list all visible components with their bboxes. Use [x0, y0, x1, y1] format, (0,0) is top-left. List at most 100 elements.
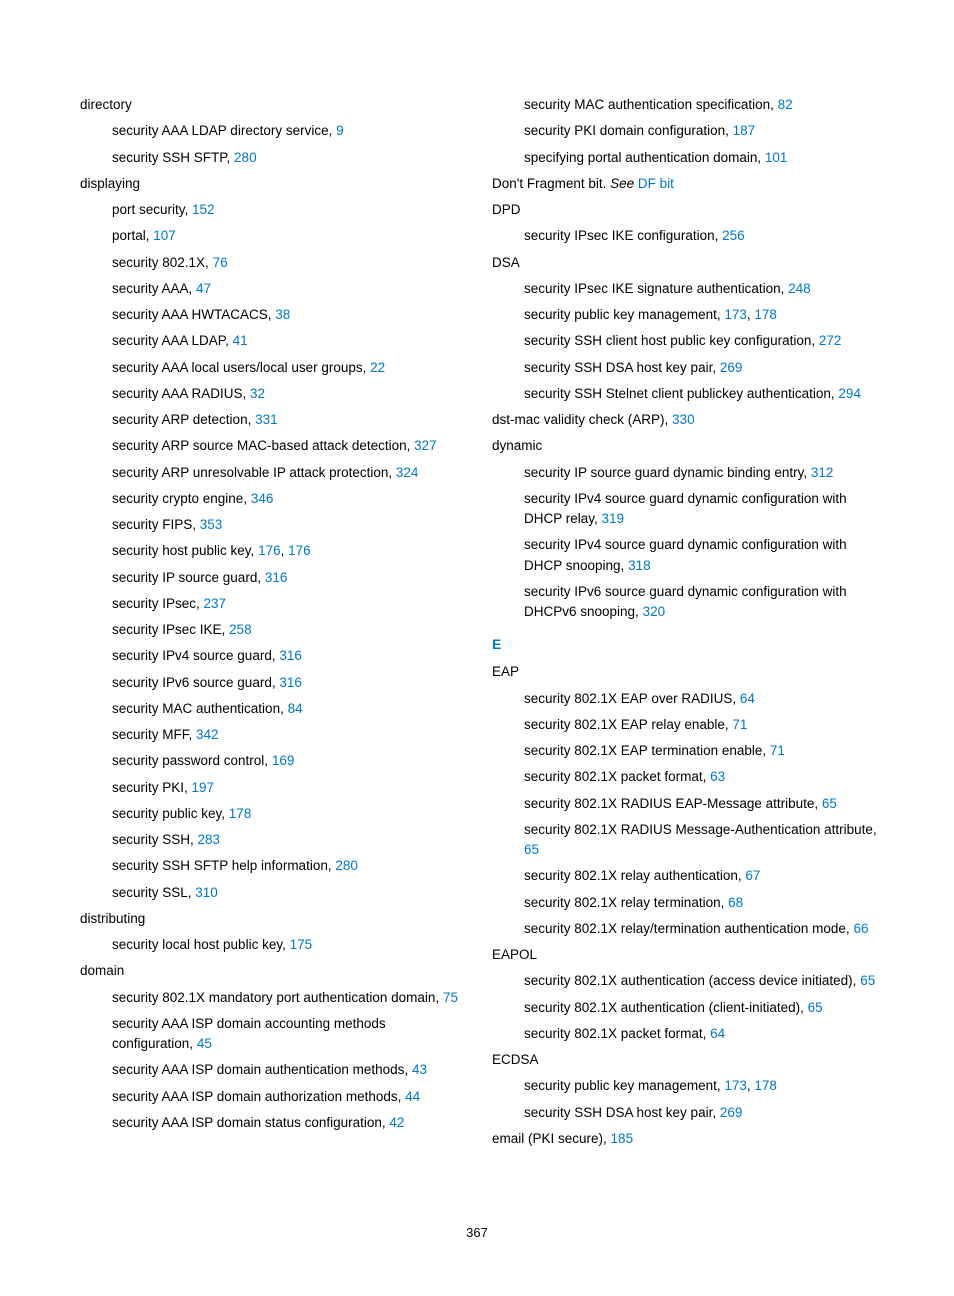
page-link[interactable]: 68 — [728, 895, 743, 910]
index-entry: security 802.1X relay authentication, 67 — [524, 866, 878, 886]
section-letter[interactable]: E — [492, 636, 878, 652]
page-link[interactable]: 197 — [192, 780, 215, 795]
cross-ref-link[interactable]: DF bit — [638, 176, 674, 191]
index-entry: security AAA ISP domain authorization me… — [112, 1087, 466, 1107]
index-entry: security SSH SFTP help information, 280 — [112, 856, 466, 876]
page-link[interactable]: 47 — [196, 281, 211, 296]
index-entry: security AAA, 47 — [112, 279, 466, 299]
page-link[interactable]: 353 — [200, 517, 223, 532]
index-entry: security SSH client host public key conf… — [524, 331, 878, 351]
page-link[interactable]: 248 — [788, 281, 811, 296]
page-link[interactable]: 42 — [389, 1115, 404, 1130]
page-link[interactable]: 319 — [602, 511, 625, 526]
page-link[interactable]: 237 — [204, 596, 227, 611]
index-entry: security 802.1X RADIUS Message-Authentic… — [524, 820, 878, 861]
page-link[interactable]: 64 — [710, 1026, 725, 1041]
page-link[interactable]: 269 — [720, 360, 743, 375]
page-link[interactable]: 63 — [710, 769, 725, 784]
page-link[interactable]: 44 — [405, 1089, 420, 1104]
page-link[interactable]: 294 — [838, 386, 861, 401]
index-entry: security PKI, 197 — [112, 778, 466, 798]
page-link[interactable]: 346 — [251, 491, 274, 506]
page-link[interactable]: 342 — [196, 727, 219, 742]
page-link[interactable]: 318 — [628, 558, 651, 573]
page-link[interactable]: 43 — [412, 1062, 427, 1077]
page-link[interactable]: 173 — [724, 1078, 747, 1093]
page-link[interactable]: 75 — [443, 990, 458, 1005]
page-link[interactable]: 173 — [724, 307, 747, 322]
page-link[interactable]: 316 — [265, 570, 288, 585]
page-link[interactable]: 316 — [279, 675, 302, 690]
page-link[interactable]: 312 — [811, 465, 834, 480]
page-link[interactable]: 280 — [234, 150, 257, 165]
page-link[interactable]: 65 — [524, 842, 539, 857]
index-term: dynamic — [492, 436, 878, 456]
page-link[interactable]: 76 — [213, 255, 228, 270]
index-entry: security FIPS, 353 — [112, 515, 466, 535]
page-link[interactable]: 64 — [740, 691, 755, 706]
page-link[interactable]: 84 — [288, 701, 303, 716]
index-term: domain — [80, 961, 466, 981]
page-link[interactable]: 269 — [720, 1105, 743, 1120]
page-link[interactable]: 320 — [643, 604, 666, 619]
page-link[interactable]: 316 — [279, 648, 302, 663]
index-entry: security public key, 178 — [112, 804, 466, 824]
page-link[interactable]: 178 — [754, 307, 777, 322]
index-entry: specifying portal authentication domain,… — [524, 148, 878, 168]
column-right: security MAC authentication specificatio… — [492, 95, 878, 1155]
page-link[interactable]: 330 — [672, 412, 695, 427]
index-term: DPD — [492, 200, 878, 220]
index-entry: security IPsec IKE, 258 — [112, 620, 466, 640]
page-link[interactable]: 65 — [808, 1000, 823, 1015]
page-link[interactable]: 327 — [414, 438, 437, 453]
page-link[interactable]: 152 — [192, 202, 215, 217]
page-link[interactable]: 38 — [275, 307, 290, 322]
page-link[interactable]: 178 — [229, 806, 252, 821]
index-term: EAP — [492, 662, 878, 682]
index-term: displaying — [80, 174, 466, 194]
page-link[interactable]: 41 — [233, 333, 248, 348]
index-entry: security 802.1X packet format, 63 — [524, 767, 878, 787]
index-entry: security 802.1X relay/termination authen… — [524, 919, 878, 939]
page-link[interactable]: 67 — [745, 868, 760, 883]
page-link[interactable]: 185 — [611, 1131, 634, 1146]
index-term: DSA — [492, 253, 878, 273]
index-entry: security 802.1X, 76 — [112, 253, 466, 273]
index-entry: security 802.1X EAP termination enable, … — [524, 741, 878, 761]
page-link[interactable]: 331 — [255, 412, 278, 427]
page-link[interactable]: 71 — [770, 743, 785, 758]
page-link[interactable]: 65 — [822, 796, 837, 811]
index-entry: security IPv4 source guard, 316 — [112, 646, 466, 666]
page-link[interactable]: 280 — [335, 858, 358, 873]
index-entry: security AAA ISP domain accounting metho… — [112, 1014, 466, 1055]
page-link[interactable]: 272 — [819, 333, 842, 348]
page-link[interactable]: 258 — [229, 622, 252, 637]
page-link[interactable]: 32 — [250, 386, 265, 401]
page-link[interactable]: 187 — [733, 123, 756, 138]
index-entry: security IPv4 source guard dynamic confi… — [524, 489, 878, 530]
page-link[interactable]: 66 — [853, 921, 868, 936]
page-link[interactable]: 256 — [722, 228, 745, 243]
page-link[interactable]: 324 — [396, 465, 419, 480]
page-link[interactable]: 71 — [732, 717, 747, 732]
page-link[interactable]: 101 — [765, 150, 788, 165]
page-link[interactable]: 107 — [153, 228, 176, 243]
index-entry: security IP source guard dynamic binding… — [524, 463, 878, 483]
index-entry: security SSH, 283 — [112, 830, 466, 850]
page-link[interactable]: 9 — [336, 123, 344, 138]
page-link[interactable]: 169 — [272, 753, 295, 768]
page-link[interactable]: 22 — [370, 360, 385, 375]
page-link[interactable]: 82 — [778, 97, 793, 112]
page-link[interactable]: 45 — [197, 1036, 212, 1051]
index-term: directory — [80, 95, 466, 115]
page-link[interactable]: 176 — [258, 543, 281, 558]
page-link[interactable]: 176 — [288, 543, 311, 558]
page-link[interactable]: 65 — [860, 973, 875, 988]
index-entry: security 802.1X EAP over RADIUS, 64 — [524, 689, 878, 709]
page-link[interactable]: 283 — [198, 832, 221, 847]
index-entry: security local host public key, 175 — [112, 935, 466, 955]
index-entry: security SSH SFTP, 280 — [112, 148, 466, 168]
page-link[interactable]: 178 — [754, 1078, 777, 1093]
page-link[interactable]: 310 — [195, 885, 218, 900]
page-link[interactable]: 175 — [290, 937, 313, 952]
